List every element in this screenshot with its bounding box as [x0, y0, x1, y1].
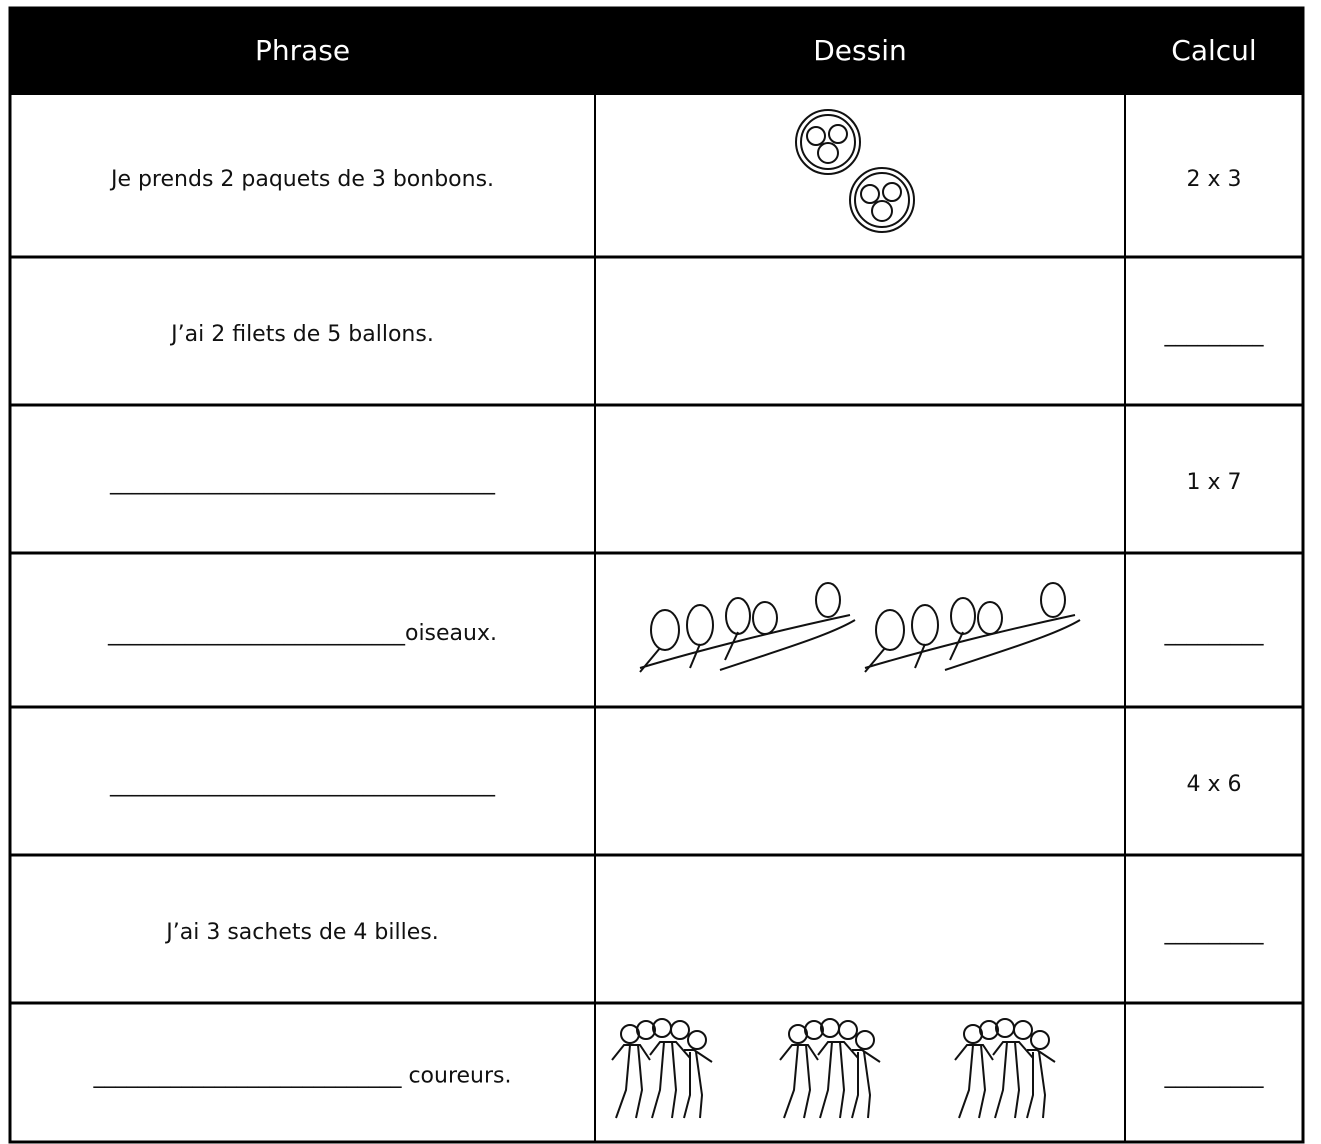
birds-drawing: [639, 582, 1081, 673]
column-header: Dessin: [813, 34, 907, 67]
column-header: Phrase: [255, 34, 350, 67]
calcul-text: _________: [1164, 621, 1265, 646]
phrase-text: ___________________________oiseaux.: [107, 621, 497, 646]
table-border: [8, 6, 1305, 1144]
calcul-text: _________: [1164, 1064, 1265, 1089]
calcul-text: _________: [1164, 322, 1265, 347]
phrase-text: ___________________________________: [109, 772, 496, 797]
phrase-text: Je prends 2 paquets de 3 bonbons.: [109, 167, 494, 192]
calcul-text: _________: [1164, 920, 1265, 945]
column-header: Calcul: [1171, 34, 1256, 67]
calcul-text: 2 x 3: [1187, 167, 1242, 192]
phrase-text: J’ai 2 filets de 5 ballons.: [169, 322, 434, 347]
calcul-text: 4 x 6: [1187, 772, 1242, 797]
calcul-text: 1 x 7: [1187, 470, 1242, 495]
table-grid: [8, 6, 1305, 1144]
phrase-text: ____________________________ coureurs.: [92, 1064, 511, 1089]
phrase-text: J’ai 3 sachets de 4 billes.: [164, 920, 438, 945]
phrase-text: ___________________________________: [109, 470, 496, 495]
runners-drawing: [611, 1018, 1056, 1119]
candy-drawing: [795, 109, 915, 233]
header-bar: [10, 8, 1303, 95]
